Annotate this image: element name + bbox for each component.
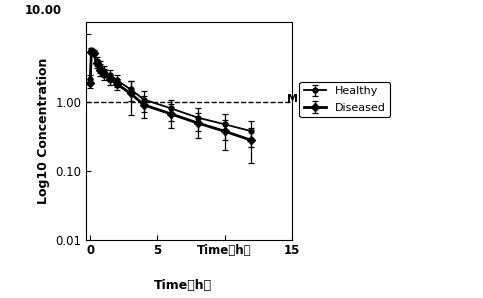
Text: Time（h）: Time（h） xyxy=(154,279,212,292)
Y-axis label: Log10 Concentration: Log10 Concentration xyxy=(37,58,50,204)
Legend: Healthy, Diseased: Healthy, Diseased xyxy=(299,82,390,117)
Text: MIC$_{ex}$: MIC$_{ex}$ xyxy=(286,92,321,106)
Text: 10.00: 10.00 xyxy=(25,4,61,17)
